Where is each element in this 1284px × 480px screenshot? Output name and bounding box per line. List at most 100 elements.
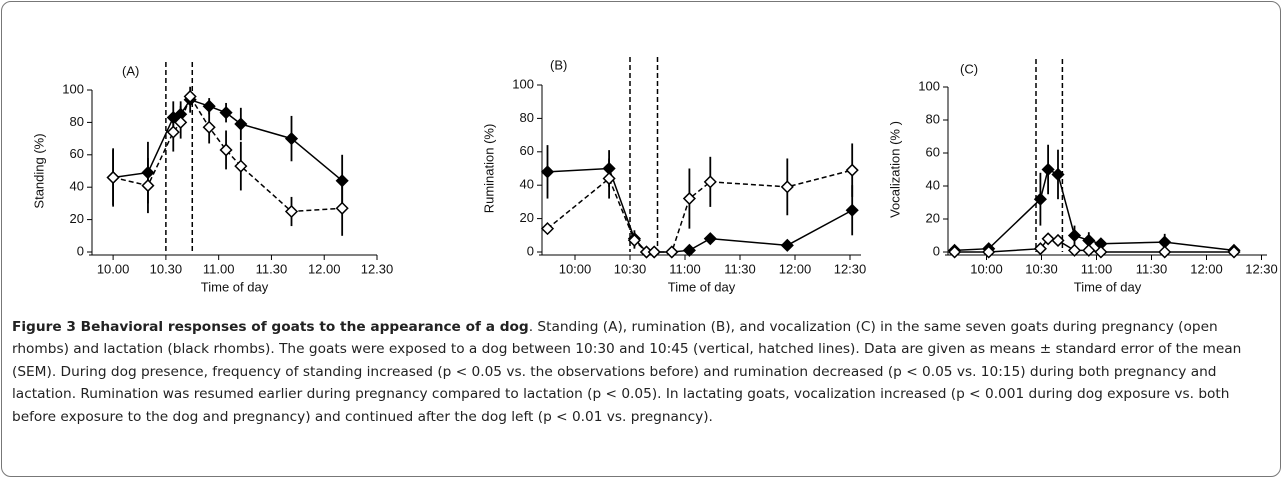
x-axis-title: Time of day <box>201 279 269 294</box>
y-axis-title: Vocalization (% ) <box>887 121 902 218</box>
data-point <box>1094 245 1108 259</box>
data-point <box>703 232 717 246</box>
y-tick-label: 40 <box>520 177 534 192</box>
data-point <box>627 233 641 247</box>
data-point <box>982 245 996 259</box>
x-tick-label: 11:00 <box>669 261 701 276</box>
data-point <box>284 204 299 219</box>
data-point <box>141 166 155 180</box>
data-point <box>284 132 299 146</box>
y-tick-label: 100 <box>512 76 534 91</box>
data-point <box>1051 233 1065 248</box>
series-line <box>547 167 853 253</box>
caption-text: . Standing (A), rumination (B), and voca… <box>12 319 1242 425</box>
x-tick-label: 10:00 <box>559 261 592 276</box>
x-tick-label: 11.00 <box>203 261 235 276</box>
panel-label: (B) <box>550 57 567 72</box>
series-line <box>113 98 343 182</box>
x-tick-label: 11:00 <box>1081 261 1113 276</box>
data-point <box>202 99 216 113</box>
x-tick-label: 11:30 <box>724 261 756 276</box>
y-axis-title: Standing (%) <box>31 133 46 208</box>
y-tick-label: 100 <box>918 78 940 93</box>
data-point <box>234 117 248 131</box>
y-tick-label: 80 <box>520 110 534 125</box>
series-line <box>954 237 1234 253</box>
data-point <box>174 115 188 129</box>
x-tick-label: 10:30 <box>614 261 647 276</box>
y-axis-title: Rumination (%) <box>481 124 496 214</box>
data-point <box>1033 192 1047 206</box>
data-point <box>703 175 717 189</box>
x-tick-label: 12:30 <box>1245 261 1278 276</box>
data-point <box>665 245 679 259</box>
data-point <box>682 191 696 206</box>
y-tick-label: 60 <box>70 146 84 161</box>
panel-label: (C) <box>960 61 978 76</box>
x-tick-label: 10.30 <box>150 261 183 276</box>
y-tick-label: 40 <box>926 177 940 192</box>
data-point <box>1067 243 1082 257</box>
x-tick-label: 11.30 <box>256 261 288 276</box>
data-point <box>335 174 349 188</box>
data-point <box>219 143 233 157</box>
data-point <box>202 120 216 134</box>
y-tick-label: 40 <box>70 179 84 194</box>
data-point <box>1041 232 1055 246</box>
y-tick-label: 0 <box>527 243 534 258</box>
y-tick-label: 80 <box>926 111 940 126</box>
data-point <box>602 171 616 186</box>
data-point <box>780 238 794 252</box>
data-point <box>845 163 859 177</box>
y-tick-label: 20 <box>926 210 940 225</box>
data-point <box>219 106 233 120</box>
x-tick-label: 10:00 <box>970 261 1003 276</box>
y-tick-label: 20 <box>70 211 84 226</box>
data-point <box>106 170 120 185</box>
x-tick-label: 11:30 <box>1136 261 1168 276</box>
data-point <box>1158 245 1172 259</box>
y-tick-label: 60 <box>926 144 940 159</box>
data-point <box>1082 243 1096 257</box>
data-point <box>1067 228 1082 243</box>
x-tick-label: 12:00 <box>1190 261 1223 276</box>
x-tick-label: 12.30 <box>361 261 394 276</box>
data-point <box>1033 242 1047 256</box>
series-line <box>112 94 343 213</box>
x-tick-label: 10.00 <box>97 261 130 276</box>
y-tick-label: 100 <box>62 81 84 96</box>
panel-label: (A) <box>122 63 139 78</box>
data-point <box>682 243 696 257</box>
data-point <box>540 222 555 236</box>
y-tick-label: 60 <box>520 143 534 158</box>
data-point <box>845 203 859 217</box>
series-line <box>954 168 1235 252</box>
data-point <box>1051 167 1065 182</box>
x-axis-title: Time of day <box>668 279 736 294</box>
data-point <box>335 201 349 215</box>
series-line <box>547 169 853 253</box>
x-tick-label: 10:30 <box>1025 261 1058 276</box>
x-tick-label: 12:30 <box>834 261 867 276</box>
data-point <box>166 125 180 139</box>
caption: Figure 3 Behavioral responses of goats t… <box>12 316 1270 428</box>
data-point <box>1227 245 1241 259</box>
data-point <box>234 159 248 173</box>
data-point <box>183 89 197 104</box>
x-tick-label: 12:00 <box>779 261 812 276</box>
caption-title: Figure 3 Behavioral responses of goats t… <box>12 319 529 335</box>
x-axis-title: Time of day <box>1074 279 1142 294</box>
data-point <box>1041 162 1055 177</box>
data-point <box>141 179 155 193</box>
y-tick-label: 80 <box>70 114 84 129</box>
y-tick-label: 0 <box>77 243 84 258</box>
data-point <box>540 165 555 179</box>
x-tick-label: 12.00 <box>308 261 341 276</box>
figure: (A) 0 20 40 60 80 100 10.00 10.30 11.00 11.30 12.00… <box>31 57 1278 294</box>
data-point <box>780 180 794 194</box>
y-tick-label: 20 <box>520 210 534 225</box>
data-point <box>647 245 661 259</box>
data-point <box>948 245 962 259</box>
